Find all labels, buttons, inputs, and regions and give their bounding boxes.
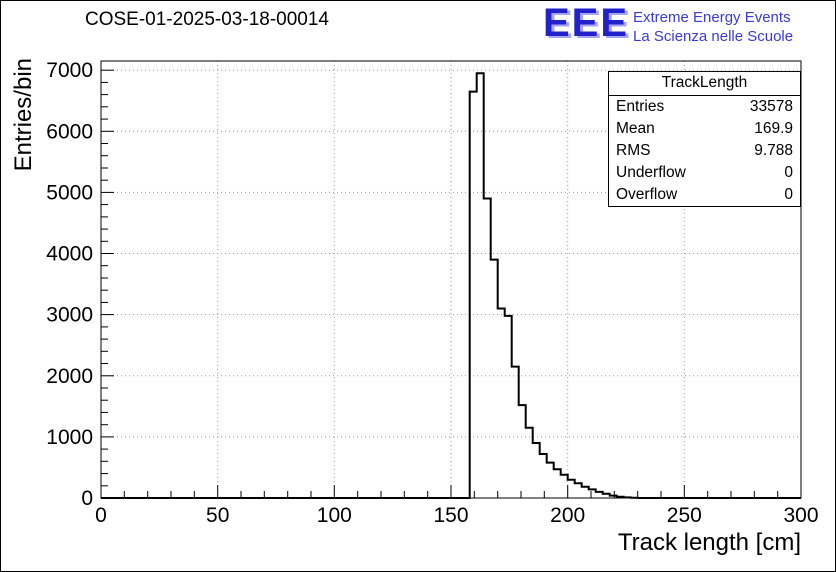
x-tick-label: 150 [433, 504, 468, 527]
y-axis-title: Entries/bin [10, 58, 37, 171]
plot-title: COSE-01-2025-03-18-00014 [85, 9, 329, 30]
eee-logo-line1: Extreme Energy Events [633, 9, 791, 26]
stats-row-overflow: Overflow 0 [609, 184, 800, 206]
tick-labels: 0 50 100 150 200 250 3000100020003000400050006… [46, 59, 818, 527]
histogram [101, 72, 801, 499]
stats-row-underflow: Underflow 0 [609, 162, 800, 184]
x-tick-label: 50 [206, 504, 229, 527]
x-tick-label: 200 [550, 504, 585, 527]
y-tick-label: 7000 [46, 59, 93, 82]
stats-label: Underflow [616, 164, 686, 181]
eee-logo-acronym: EEE [543, 1, 630, 45]
stats-label: RMS [616, 142, 651, 159]
stats-value: 0 [784, 164, 793, 181]
gridlines [101, 61, 801, 498]
x-tick-label: 100 [317, 504, 352, 527]
y-tick-label: 3000 [46, 304, 93, 327]
stats-row-entries: Entries 33578 [609, 96, 800, 118]
eee-logo-line2: La Scienza nelle Scuole [633, 28, 794, 45]
stats-label: Overflow [616, 186, 678, 203]
x-axis-title: Track length [cm] [618, 529, 801, 556]
y-tick-label: 2000 [46, 365, 93, 388]
y-tick-label: 4000 [46, 243, 93, 266]
stats-row-rms: RMS 9.788 [609, 140, 800, 162]
stats-value: 33578 [749, 98, 793, 115]
stats-row-mean: Mean 169.9 [609, 118, 800, 140]
y-tick-label: 6000 [46, 120, 93, 143]
x-tick-label: 250 [667, 504, 702, 527]
stats-label: Mean [616, 120, 655, 137]
x-tick-label: 300 [783, 504, 818, 527]
stats-box-title: TrackLength [609, 72, 800, 96]
stats-value: 0 [784, 186, 793, 203]
stats-box: TrackLength Entries 33578 Mean 169.9 RMS… [608, 71, 801, 207]
histogram-path [101, 72, 801, 499]
eee-logo-text: Extreme Energy Events La Scienza nelle S… [633, 8, 793, 46]
stats-value: 169.9 [754, 120, 793, 137]
y-tick-label: 5000 [46, 181, 93, 204]
axis-ticks [100, 69, 802, 499]
x-tick-label: 0 [95, 504, 107, 527]
y-tick-label: 0 [81, 487, 93, 510]
y-tick-label: 1000 [46, 426, 93, 449]
eee-logo: EEE Extreme Energy Events La Scienza nel… [541, 1, 833, 53]
stats-label: Entries [616, 98, 665, 115]
stats-value: 9.788 [754, 142, 793, 159]
